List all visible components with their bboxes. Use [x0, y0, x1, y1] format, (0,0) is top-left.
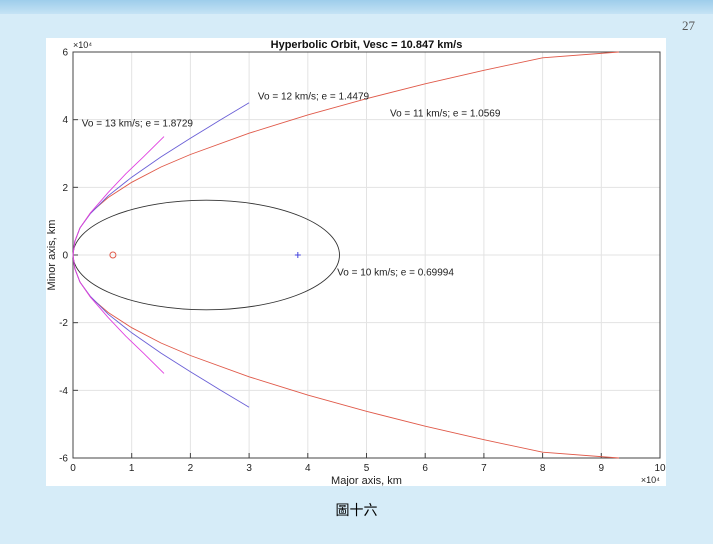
figure: 0 1 2 3 4 5 6 7 8 9 10 -6 -4 -2 0 2 4 6 ×10⁴ ×10⁴ Hyperbolic… — [46, 38, 666, 487]
x-axis-exponent: ×10⁴ — [641, 475, 660, 485]
series-label-3: Vo = 13 km/s; e = 1.8729 — [82, 118, 194, 129]
y-tick-label-1: -4 — [59, 386, 68, 397]
y-tick-label-6: 6 — [62, 48, 68, 59]
series-label-2: Vo = 12 km/s; e = 1.4479 — [258, 91, 370, 102]
x-tick-label-4: 4 — [305, 463, 311, 474]
y-axis-label: Minor axis, km — [46, 220, 58, 291]
x-tick-label-0: 0 — [70, 463, 76, 474]
orbit-series-3 — [72, 136, 165, 374]
y-axis-exponent: ×10⁴ — [73, 40, 92, 50]
x-tick-label-2: 2 — [188, 463, 194, 474]
y-tick-label-3: 0 — [62, 251, 68, 262]
x-tick-label-10: 10 — [654, 463, 666, 474]
figure-caption: 圖十六 — [335, 503, 378, 519]
x-tick-label-1: 1 — [129, 463, 135, 474]
y-tick-label-0: -6 — [59, 454, 68, 465]
orbit-chart: 0 1 2 3 4 5 6 7 8 9 10 -6 -4 -2 0 2 4 6 ×10⁴ ×10⁴ Hyperbolic… — [46, 39, 666, 487]
x-tick-label-3: 3 — [246, 463, 252, 474]
x-axis-label: Major axis, km — [331, 475, 402, 486]
series-label-1: Vo = 11 km/s; e = 1.0569 — [390, 108, 501, 119]
chart-title: Hyperbolic Orbit, Vesc = 10.847 km/s — [271, 39, 463, 51]
x-tick-label-5: 5 — [364, 463, 370, 474]
series-label-0: Vo = 10 km/s; e = 0.69994 — [337, 267, 454, 278]
y-tick-label-4: 2 — [62, 183, 68, 194]
focus-marker — [109, 251, 117, 259]
slide-top-band — [0, 0, 713, 14]
y-tick-label-2: -2 — [59, 318, 68, 329]
x-tick-label-8: 8 — [540, 463, 546, 474]
page-number: 27 — [682, 18, 695, 33]
x-tick-label-9: 9 — [599, 463, 605, 474]
x-tick-label-6: 6 — [422, 463, 428, 474]
y-tick-label-5: 4 — [62, 115, 68, 126]
x-tick-label-7: 7 — [481, 463, 487, 474]
